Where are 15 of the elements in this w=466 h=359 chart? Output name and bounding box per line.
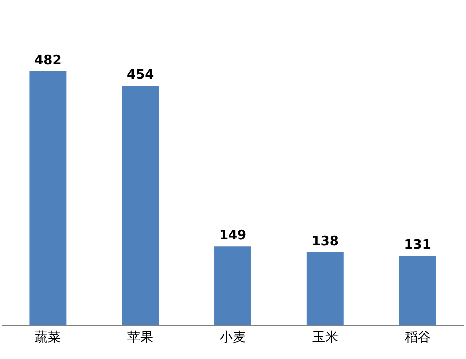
x-tick-label: 玉米 (312, 330, 338, 346)
data-label: 454 (127, 68, 154, 84)
data-label: 138 (312, 234, 339, 250)
x-tick-label: 小麦 (220, 330, 246, 346)
bar (306, 252, 344, 325)
data-label: 131 (404, 238, 432, 254)
bar (122, 86, 160, 325)
bar (30, 71, 67, 325)
data-label: 482 (34, 53, 62, 68)
x-tick-label: 苹果 (128, 330, 154, 346)
bar (399, 256, 436, 325)
x-tick-label: 蔬菜 (35, 330, 62, 346)
bar (214, 246, 252, 325)
data-label: 149 (219, 228, 247, 244)
x-tick-label: 稻谷 (404, 330, 431, 346)
